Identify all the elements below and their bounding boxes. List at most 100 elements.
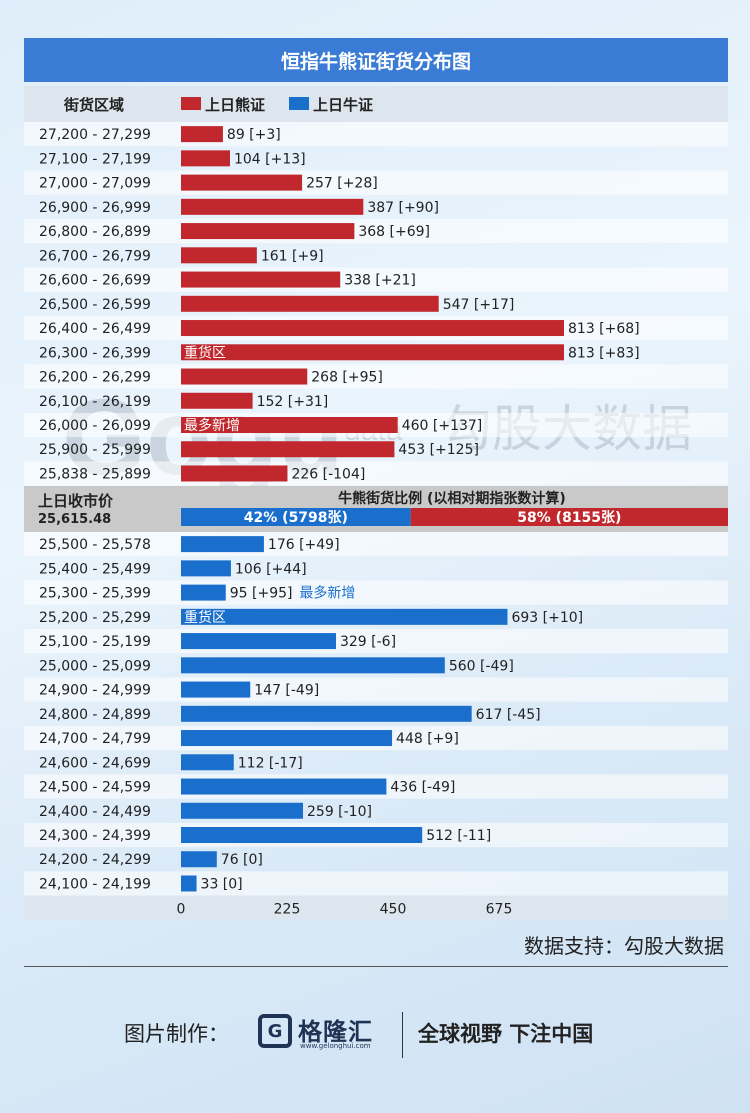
bear-category-label: 25,900 - 25,999: [39, 442, 151, 458]
x-tick-label: 675: [486, 902, 513, 918]
bear-bar: [181, 344, 565, 361]
bull-data-label: 95 [+95]: [230, 586, 293, 602]
bull-category-label: 25,000 - 25,099: [39, 658, 151, 674]
bull-bar: [181, 560, 231, 577]
logo-name: 格隆汇: [298, 1018, 373, 1046]
ratio-bull-label: 42% (5798张): [244, 510, 348, 526]
legend-label-bear: 上日熊证: [205, 96, 266, 114]
bull-most-new-label: 最多新增: [299, 585, 355, 602]
bear-data-label: 547 [+17]: [443, 297, 515, 313]
bear-bar: [181, 247, 257, 264]
footer-divider: [24, 966, 728, 967]
bull-row-bg: [24, 677, 728, 702]
bear-category-label: 26,700 - 26,799: [39, 248, 151, 264]
bull-row-bg: [24, 628, 728, 654]
bear-row-bg: [24, 218, 728, 244]
legend-bar: 街货区域 上日熊证 上日牛证: [24, 86, 728, 122]
bear-data-label: 453 [+125]: [398, 442, 479, 458]
bull-data-label: 147 [-49]: [254, 683, 319, 699]
bear-category-label: 27,100 - 27,199: [39, 151, 151, 167]
bear-data-label: 813 [+83]: [568, 345, 640, 361]
ratio-bear-label: 58% (8155张): [517, 510, 621, 526]
bull-bar: [181, 875, 197, 892]
category-header: 街货区域: [64, 96, 125, 114]
bull-bar: [181, 536, 264, 553]
bull-row-bg: [24, 580, 728, 605]
bear-data-label: 104 [+13]: [234, 151, 306, 167]
bull-bar: [181, 657, 445, 674]
bull-category-label: 24,600 - 24,699: [39, 755, 151, 771]
bear-row-bg: [24, 364, 728, 389]
bull-category-label: 25,100 - 25,199: [39, 634, 151, 650]
bear-bar: [181, 368, 308, 385]
bear-category-label: 26,100 - 26,199: [39, 394, 151, 410]
ratio-bull-bar: [181, 508, 411, 526]
bull-category-label: 25,400 - 25,499: [39, 561, 151, 577]
bull-row-bg: [24, 532, 728, 557]
x-tick-label: 0: [177, 902, 186, 918]
bull-data-label: 176 [+49]: [268, 537, 340, 553]
bear-data-label: 338 [+21]: [344, 273, 416, 289]
bull-bar: [181, 851, 217, 868]
bear-category-label: 26,300 - 26,399: [39, 345, 151, 361]
legend-swatch-bear: [181, 97, 201, 110]
bear-row-bg: [24, 170, 728, 195]
bull-bar: [181, 584, 226, 601]
bear-data-label: 387 [+90]: [367, 200, 439, 216]
bear-bar: [181, 174, 303, 191]
bear-bar: [181, 295, 439, 312]
gelonghui-logo-icon: G: [258, 1014, 292, 1048]
bear-bar: [181, 392, 253, 409]
bull-category-label: 24,900 - 24,999: [39, 683, 151, 699]
bear-category-label: 26,900 - 26,999: [39, 200, 151, 216]
bull-category-label: 24,400 - 24,499: [39, 804, 151, 820]
bull-category-label: 25,200 - 25,299: [39, 610, 151, 626]
bear-data-label: 460 [+137]: [402, 418, 483, 434]
bull-bar: [181, 827, 423, 843]
bear-row-bg: [24, 122, 728, 147]
bear-category-label: 26,200 - 26,299: [39, 370, 151, 386]
bull-category-label: 24,800 - 24,899: [39, 707, 151, 723]
data-source: 数据支持：勾股大数据: [524, 934, 724, 958]
bear-row-bg: [24, 267, 728, 292]
footer-maker-label: 图片制作：: [124, 1022, 229, 1046]
x-axis-band: [24, 895, 728, 920]
bear-bar: [181, 465, 288, 482]
ratio-title: 牛熊街货比例 (以相对期指张数计算): [338, 490, 566, 507]
bear-data-label: 257 [+28]: [306, 176, 378, 192]
bull-row-bg: [24, 871, 728, 896]
x-tick-label: 225: [274, 902, 301, 918]
bear-category-label: 25,838 - 25,899: [39, 466, 151, 482]
bull-heavy-label: 重货区: [184, 609, 226, 626]
bull-bar: [181, 778, 387, 795]
bull-bar: [181, 681, 251, 698]
bull-bar: [181, 608, 508, 625]
bull-category-label: 24,200 - 24,299: [39, 852, 151, 868]
bear-bar: [181, 150, 230, 167]
bull-data-label: 560 [-49]: [449, 658, 514, 674]
bear-bar: [181, 417, 398, 433]
bear-bar: [181, 126, 223, 143]
bull-data-label: 112 [-17]: [238, 755, 303, 771]
bull-data-label: 259 [-10]: [307, 804, 372, 820]
bear-data-label: 161 [+9]: [261, 248, 324, 264]
bear-row-bg: [24, 461, 728, 486]
bear-data-label: 268 [+95]: [311, 370, 383, 386]
ratio-bear-bar: [410, 508, 728, 526]
bull-bar: [181, 802, 304, 819]
bull-data-label: 106 [+44]: [235, 561, 307, 577]
bull-data-label: 448 [+9]: [396, 731, 459, 747]
footer-separator: [402, 1012, 403, 1058]
bear-category-label: 26,000 - 26,099: [39, 418, 151, 434]
bull-category-label: 24,100 - 24,199: [39, 876, 151, 892]
logo-url: www.gelonghui.com: [300, 1042, 371, 1050]
bull-data-label: 329 [-6]: [340, 634, 396, 650]
bear-data-label: 152 [+31]: [257, 394, 329, 410]
bull-data-label: 512 [-11]: [426, 828, 491, 844]
bull-category-label: 24,700 - 24,799: [39, 731, 151, 747]
bull-data-label: 617 [-45]: [476, 707, 541, 723]
footer-slogan: 全球视野 下注中国: [418, 1022, 594, 1046]
bear-category-label: 26,400 - 26,499: [39, 321, 151, 337]
bear-bar: [181, 198, 364, 215]
